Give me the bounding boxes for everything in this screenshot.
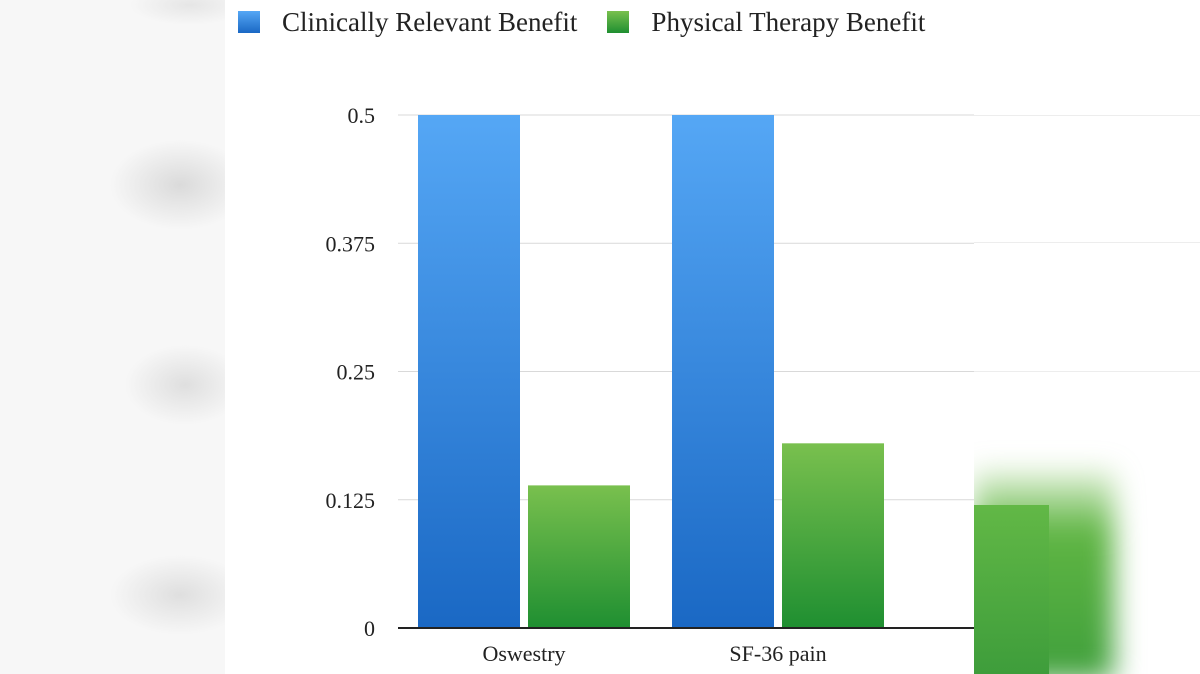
legend-item-clinically-relevant: Clinically Relevant Benefit [238,7,577,38]
tick-labels: 0 0.125 0.25 0.375 0.5 Oswestry SF-36 pain [326,103,827,666]
legend-label: Physical Therapy Benefit [651,6,926,37]
legend-swatch-blue [238,11,260,33]
x-tick-label: SF-36 pain [729,641,826,666]
bar [418,115,520,628]
bar [528,485,630,628]
bars [418,115,884,628]
chart-legend: Clinically Relevant Benefit Physical The… [238,4,955,40]
y-tick-label: 0.25 [337,360,376,385]
x-tick-label: Oswestry [482,641,565,666]
y-tick-label: 0.125 [326,488,376,513]
bar [782,443,884,628]
y-tick-label: 0.5 [348,103,376,128]
legend-swatch-green [607,11,630,33]
y-tick-label: 0.375 [326,231,376,256]
legend-item-physical-therapy: Physical Therapy Benefit [607,7,925,38]
y-tick-label: 0 [364,616,375,641]
bar [672,115,774,628]
legend-label: Clinically Relevant Benefit [282,6,578,37]
